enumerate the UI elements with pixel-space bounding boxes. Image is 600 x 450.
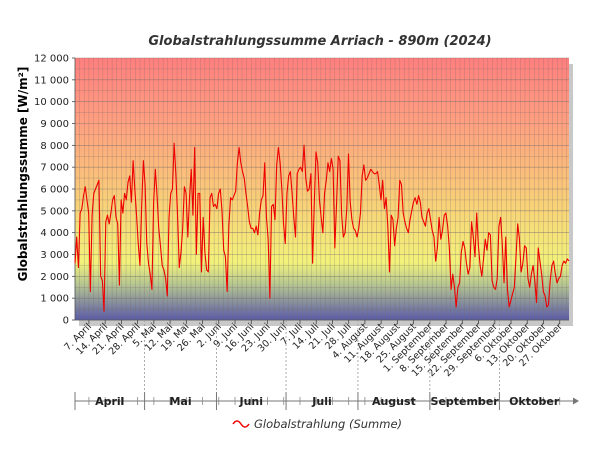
y-tick-label: 7 000 xyxy=(40,163,69,174)
month-label: August xyxy=(372,395,416,408)
grid xyxy=(74,57,569,321)
legend: Globalstrahlung (Summe) xyxy=(232,417,402,431)
y-tick-label: 5 000 xyxy=(40,206,69,217)
month-label: April xyxy=(95,395,124,408)
y-tick-label: 3 000 xyxy=(40,250,69,261)
legend-label: Globalstrahlung (Summe) xyxy=(254,417,402,431)
y-tick-label: 1 000 xyxy=(40,294,69,305)
y-tick-label: 0 xyxy=(63,316,69,327)
legend-swatch xyxy=(232,420,250,428)
chart-title: Globalstrahlungssumme Arriach - 890m (20… xyxy=(148,34,491,49)
month-axis-arrow xyxy=(573,397,579,405)
y-tick-label: 4 000 xyxy=(40,228,69,239)
y-tick-label: 11 000 xyxy=(34,75,69,86)
y-tick-label: 9 000 xyxy=(40,119,69,130)
y-tick-label: 10 000 xyxy=(34,97,69,108)
month-axis: April Mai Juni Juli August September Oktober xyxy=(74,320,579,410)
series-line xyxy=(74,142,570,312)
month-label: Juni xyxy=(238,395,263,408)
month-label: September xyxy=(431,395,500,408)
y-tick-label: 6 000 xyxy=(40,185,69,196)
month-label: Juli xyxy=(311,395,331,408)
y-tick-label: 8 000 xyxy=(40,141,69,152)
series-group xyxy=(74,142,570,312)
month-label: Oktober xyxy=(509,395,560,408)
y-axis: 0 1 000 2 000 3 000 4 000 5 000 6 000 7 000 8 00… xyxy=(34,54,76,327)
y-tick-label: 2 000 xyxy=(40,272,69,283)
y-axis-label: Globalstrahlungssumme [W/m²] xyxy=(16,67,30,282)
y-tick-label: 12 000 xyxy=(34,54,69,65)
month-label: Mai xyxy=(169,395,191,408)
